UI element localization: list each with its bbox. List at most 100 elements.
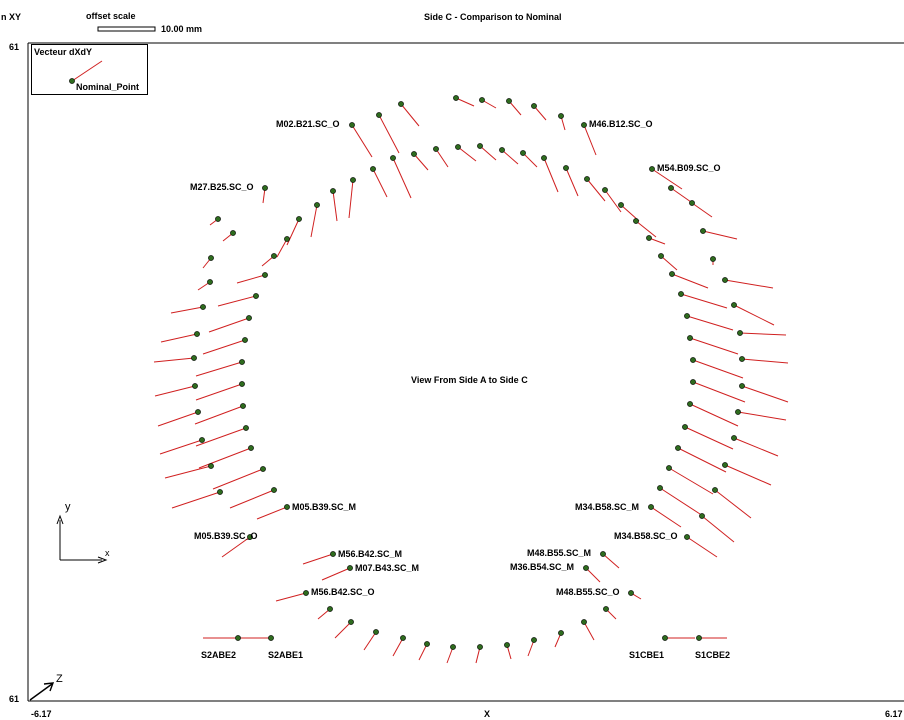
- nominal-point: [207, 279, 213, 285]
- point-label: S2ABE1: [268, 650, 304, 660]
- vector-line: [585, 567, 601, 583]
- legend-vector-line: [71, 60, 103, 82]
- vector-line: [392, 157, 412, 199]
- vector-line: [363, 631, 377, 651]
- point-label: M07.B43.SC_M: [355, 563, 420, 573]
- vector-line: [154, 385, 196, 397]
- nominal-point: [563, 165, 569, 171]
- vector-line: [702, 230, 738, 240]
- nominal-point: [700, 228, 706, 234]
- point-label: S1CBE2: [695, 650, 731, 660]
- nominal-point: [194, 331, 200, 337]
- vector-line: [170, 306, 204, 314]
- nominal-point: [262, 185, 268, 191]
- vector-line: [275, 592, 307, 602]
- point-label: M56.B42.SC_M: [338, 549, 403, 559]
- nominal-point: [682, 424, 688, 430]
- vector-line: [733, 304, 775, 326]
- vector-line: [691, 202, 713, 218]
- nominal-point: [600, 551, 606, 557]
- vector-line: [701, 515, 735, 543]
- nominal-point: [199, 437, 205, 443]
- vector-line: [378, 114, 400, 154]
- nominal-point: [669, 271, 675, 277]
- point-label: S1CBE1: [629, 650, 665, 660]
- nominal-point: [602, 187, 608, 193]
- x-axis-label: X: [484, 709, 491, 719]
- nominal-point: [247, 534, 253, 540]
- nominal-point: [558, 630, 564, 636]
- vector-line: [586, 178, 606, 202]
- nominal-point: [739, 356, 745, 362]
- vector-line: [565, 167, 579, 197]
- nominal-point: [690, 379, 696, 385]
- vector-line: [236, 274, 266, 284]
- y-bottom-label: 61: [9, 694, 20, 704]
- offset-scale-label: offset scale: [86, 11, 136, 21]
- nominal-point: [678, 291, 684, 297]
- vector-line: [479, 145, 497, 161]
- vector-line: [714, 489, 752, 519]
- vector-line: [635, 220, 657, 238]
- vector-line: [533, 105, 547, 121]
- legend-point-marker: [69, 78, 75, 84]
- vector-line: [650, 506, 682, 528]
- vector-line: [160, 333, 198, 343]
- vector-line: [202, 339, 246, 355]
- page-title: Side C - Comparison to Nominal: [424, 12, 562, 22]
- nominal-point: [260, 466, 266, 472]
- nominal-point: [262, 272, 268, 278]
- vector-line: [400, 103, 420, 127]
- nominal-point: [424, 641, 430, 647]
- nominal-point: [208, 255, 214, 261]
- nominal-point: [284, 504, 290, 510]
- nominal-point: [253, 293, 259, 299]
- nominal-point: [243, 425, 249, 431]
- triad-x-label: x: [105, 548, 110, 558]
- nominal-point: [558, 113, 564, 119]
- nominal-point: [504, 642, 510, 648]
- nominal-point: [453, 95, 459, 101]
- nominal-point: [648, 504, 654, 510]
- nominal-point: [479, 97, 485, 103]
- nominal-point: [192, 383, 198, 389]
- vector-line: [332, 190, 338, 222]
- nominal-point: [195, 409, 201, 415]
- vector-line: [692, 381, 746, 403]
- nominal-point: [506, 98, 512, 104]
- nominal-point: [581, 619, 587, 625]
- vector-line: [321, 567, 351, 581]
- nominal-point: [541, 155, 547, 161]
- vector-line: [157, 411, 199, 427]
- nominal-point: [296, 216, 302, 222]
- nominal-point: [271, 253, 277, 259]
- nominal-point: [200, 304, 206, 310]
- nominal-point: [239, 359, 245, 365]
- nominal-point: [696, 635, 702, 641]
- nominal-point: [689, 200, 695, 206]
- triad-z-label: Z: [56, 673, 63, 685]
- vector-line: [457, 146, 477, 162]
- nominal-point: [477, 644, 483, 650]
- legend-swatch: [69, 60, 103, 84]
- vector-line: [208, 317, 250, 333]
- nominal-point: [303, 590, 309, 596]
- point-label: M34.B58.SC_M: [575, 502, 640, 512]
- nominal-point: [347, 565, 353, 571]
- vector-line: [212, 468, 264, 490]
- corner-label: n XY: [1, 12, 22, 22]
- vector-line: [392, 637, 404, 657]
- nominal-point: [477, 143, 483, 149]
- nominal-point: [658, 253, 664, 259]
- vector-line: [198, 447, 252, 469]
- triad-xy-icon: [56, 514, 108, 564]
- nominal-point: [330, 188, 336, 194]
- nominal-point: [531, 103, 537, 109]
- nominal-point: [349, 122, 355, 128]
- point-label: M48.B55.SC_O: [556, 587, 620, 597]
- vector-line: [677, 447, 727, 473]
- nominal-point: [284, 236, 290, 242]
- nominal-point: [370, 166, 376, 172]
- vector-line: [689, 403, 739, 427]
- vector-line: [159, 439, 203, 455]
